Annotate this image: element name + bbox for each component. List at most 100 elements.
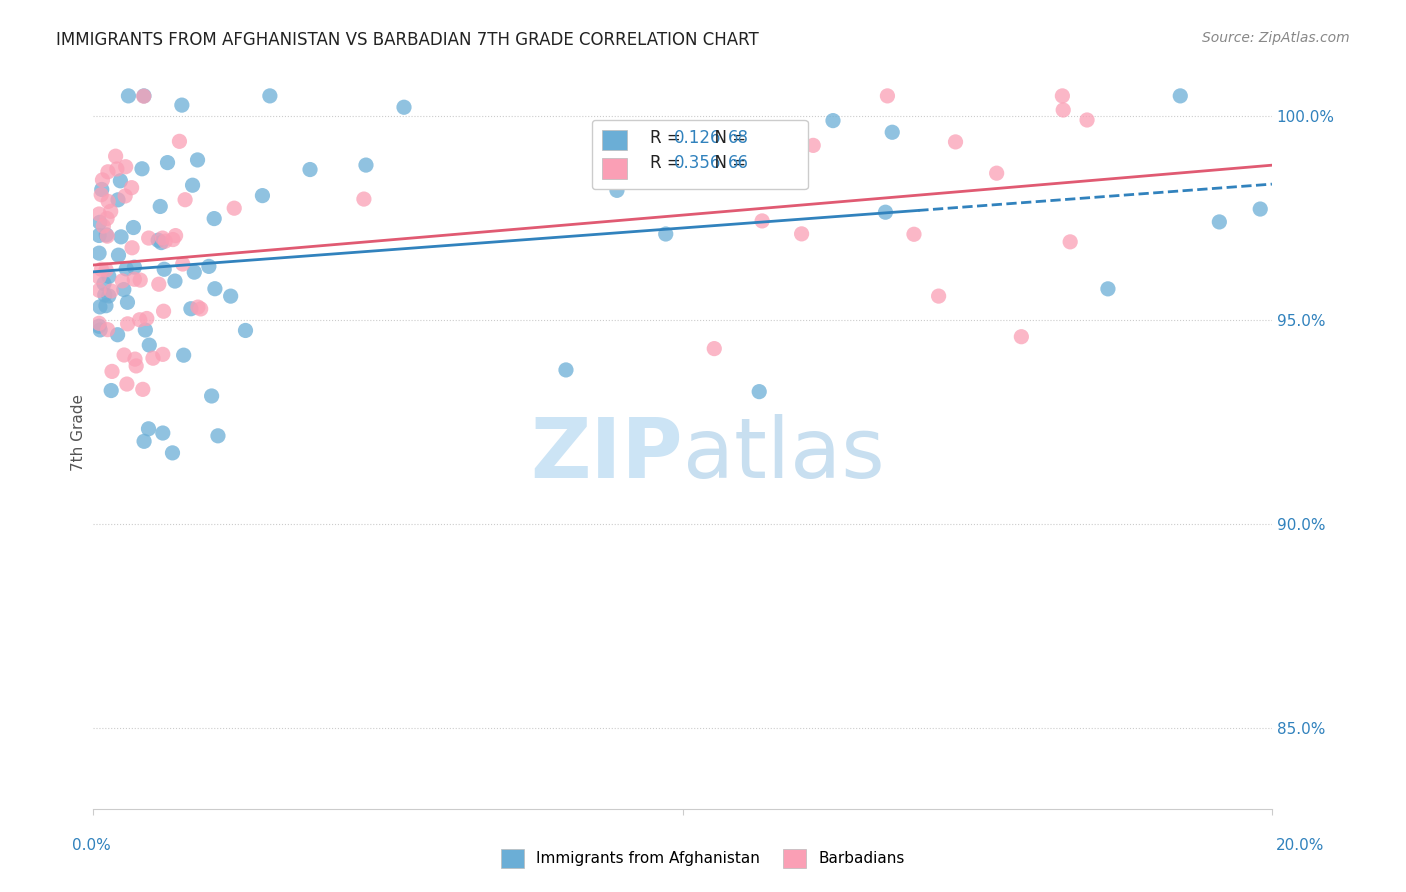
- Point: [172, 257, 194, 271]
- Point: [202, 211, 225, 226]
- Point: [112, 348, 135, 362]
- Point: [235, 323, 257, 337]
- Point: [124, 260, 146, 274]
- Text: 0.126: 0.126: [673, 129, 721, 147]
- Point: [146, 233, 169, 247]
- Point: [790, 227, 813, 241]
- Point: [703, 342, 725, 356]
- Point: [94, 299, 117, 313]
- Point: [204, 282, 226, 296]
- Point: [112, 283, 135, 297]
- Point: [876, 88, 898, 103]
- Point: [187, 300, 209, 314]
- Point: [162, 233, 184, 247]
- Point: [100, 384, 122, 398]
- Point: [114, 189, 136, 203]
- Point: [122, 220, 145, 235]
- Point: [105, 161, 128, 176]
- Text: IMMIGRANTS FROM AFGHANISTAN VS BARBADIAN 7TH GRADE CORRELATION CHART: IMMIGRANTS FROM AFGHANISTAN VS BARBADIAN…: [56, 31, 759, 49]
- Point: [606, 183, 628, 197]
- Point: [198, 260, 221, 274]
- Point: [97, 289, 120, 303]
- Point: [96, 229, 118, 244]
- Point: [354, 158, 377, 172]
- Point: [298, 162, 321, 177]
- Point: [132, 434, 155, 449]
- Point: [97, 165, 120, 179]
- Point: [87, 207, 110, 221]
- Point: [183, 265, 205, 279]
- Text: 0.0%: 0.0%: [72, 838, 111, 853]
- Point: [1249, 202, 1271, 216]
- Point: [252, 188, 274, 202]
- Point: [124, 352, 146, 367]
- Point: [89, 323, 111, 337]
- Point: [928, 289, 950, 303]
- Legend:                               ,                               : ,: [592, 120, 807, 189]
- Point: [87, 228, 110, 243]
- Point: [170, 98, 193, 112]
- Point: [718, 155, 741, 169]
- Point: [89, 215, 111, 229]
- Point: [155, 234, 177, 248]
- Point: [87, 246, 110, 260]
- Point: [163, 274, 186, 288]
- Point: [1208, 215, 1230, 229]
- Point: [104, 149, 127, 163]
- Point: [97, 323, 120, 337]
- Point: [91, 173, 114, 187]
- Point: [181, 178, 204, 193]
- Point: [115, 377, 138, 392]
- Point: [180, 301, 202, 316]
- Point: [748, 384, 770, 399]
- Point: [801, 138, 824, 153]
- Point: [821, 113, 844, 128]
- Point: [87, 270, 110, 285]
- Legend: Immigrants from Afghanistan, Barbadians: Immigrants from Afghanistan, Barbadians: [495, 843, 911, 873]
- Point: [207, 429, 229, 443]
- Point: [90, 187, 112, 202]
- Point: [107, 248, 129, 262]
- Text: R =: R =: [650, 129, 686, 147]
- Point: [132, 89, 155, 103]
- Point: [87, 316, 110, 330]
- Point: [94, 288, 117, 302]
- Point: [128, 312, 150, 326]
- Point: [124, 272, 146, 286]
- Point: [129, 273, 152, 287]
- Text: atlas: atlas: [682, 414, 884, 495]
- Point: [186, 153, 208, 167]
- Point: [97, 194, 120, 209]
- Point: [97, 269, 120, 284]
- Point: [1059, 235, 1081, 249]
- Point: [115, 261, 138, 276]
- Point: [110, 230, 132, 244]
- Text: 0.356: 0.356: [673, 154, 721, 172]
- Point: [259, 88, 281, 103]
- Point: [654, 227, 676, 241]
- Point: [121, 180, 143, 194]
- Point: [903, 227, 925, 242]
- Point: [125, 359, 148, 373]
- Point: [107, 327, 129, 342]
- Point: [110, 174, 132, 188]
- Point: [1052, 88, 1074, 103]
- Y-axis label: 7th Grade: 7th Grade: [72, 393, 86, 471]
- Point: [152, 304, 174, 318]
- Text: N =: N =: [704, 154, 752, 172]
- Point: [100, 284, 122, 298]
- Point: [134, 323, 156, 337]
- Point: [101, 364, 124, 378]
- Point: [93, 277, 115, 291]
- Point: [945, 135, 967, 149]
- Point: [114, 160, 136, 174]
- Text: 68: 68: [728, 129, 749, 147]
- Point: [152, 425, 174, 440]
- Point: [875, 205, 897, 219]
- Point: [1052, 103, 1074, 117]
- Point: [90, 182, 112, 196]
- Point: [100, 204, 122, 219]
- Point: [153, 262, 176, 277]
- Point: [174, 193, 197, 207]
- Text: N =: N =: [704, 129, 752, 147]
